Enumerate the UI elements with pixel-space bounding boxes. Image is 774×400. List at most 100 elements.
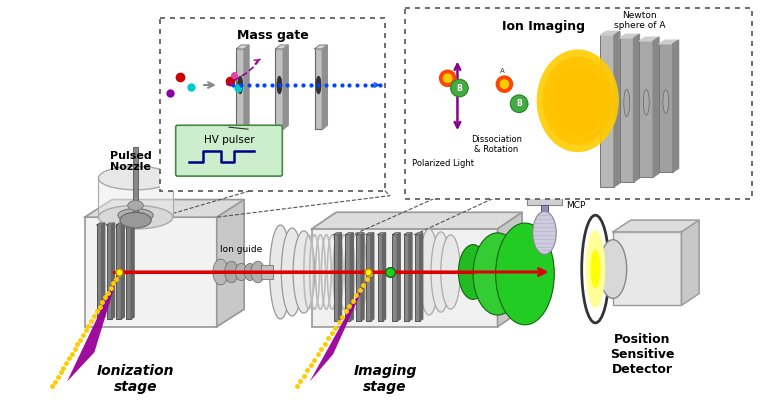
Ellipse shape [251,261,265,283]
FancyBboxPatch shape [405,8,752,199]
Polygon shape [97,223,104,225]
Ellipse shape [120,212,151,228]
Bar [356,235,361,321]
Bar [334,235,338,321]
Text: Mass gate: Mass gate [237,29,308,42]
Ellipse shape [570,91,586,110]
Polygon shape [634,34,639,182]
Ellipse shape [98,166,173,190]
Text: B: B [516,99,522,108]
Polygon shape [620,34,639,38]
Polygon shape [131,223,134,319]
Ellipse shape [582,215,609,323]
Bar [84,217,217,327]
Polygon shape [107,223,115,225]
Text: Position
Sensitive
Detector: Position Sensitive Detector [610,333,675,376]
Ellipse shape [550,66,605,135]
Ellipse shape [293,231,314,313]
Polygon shape [356,233,364,235]
Polygon shape [382,233,385,321]
Ellipse shape [439,70,457,87]
Bar [613,232,681,305]
Bar [415,235,420,321]
Polygon shape [673,40,679,172]
Bar [366,235,371,321]
Ellipse shape [591,250,601,289]
Polygon shape [392,233,400,235]
Polygon shape [312,212,522,229]
Polygon shape [378,233,385,235]
Text: HV pulser: HV pulser [204,135,255,145]
Ellipse shape [510,95,528,112]
Ellipse shape [643,90,649,115]
Ellipse shape [316,76,321,94]
Polygon shape [98,178,173,217]
Ellipse shape [495,223,554,325]
Ellipse shape [281,228,303,316]
Polygon shape [84,200,244,217]
Ellipse shape [277,76,282,94]
Polygon shape [366,233,374,235]
Bar [107,225,111,319]
Text: Polarized Light: Polarized Light [413,160,474,168]
Polygon shape [338,233,341,321]
Ellipse shape [213,259,228,285]
Bar [540,206,549,233]
Ellipse shape [450,79,468,97]
Ellipse shape [224,261,238,283]
Polygon shape [276,45,288,49]
Bar [312,229,498,327]
Ellipse shape [118,208,153,222]
Ellipse shape [458,245,488,299]
Polygon shape [122,223,125,319]
Text: A: A [500,68,505,74]
Bar [620,38,634,182]
Polygon shape [613,220,699,232]
Polygon shape [420,233,423,321]
Text: Ion guide: Ion guide [220,245,262,254]
Ellipse shape [624,89,629,116]
Bar [639,41,653,177]
Ellipse shape [599,240,627,298]
Ellipse shape [443,73,453,83]
Bar [276,49,283,129]
Bar [527,191,562,206]
Ellipse shape [128,200,143,210]
Bar [97,225,102,319]
Polygon shape [639,37,659,41]
Ellipse shape [441,235,461,309]
Polygon shape [67,272,119,382]
Bar [261,265,272,279]
Bar [132,147,139,220]
Polygon shape [126,223,134,225]
Text: Pulsed
Nozzle: Pulsed Nozzle [110,151,152,172]
Bar [236,49,244,129]
Bar [314,49,323,129]
Ellipse shape [269,225,291,319]
Polygon shape [314,45,327,49]
Bar [345,235,351,321]
Ellipse shape [420,229,439,315]
Polygon shape [397,233,400,321]
Polygon shape [361,233,364,321]
Ellipse shape [238,76,243,94]
Polygon shape [111,223,115,319]
Bar [392,235,397,321]
Ellipse shape [533,211,557,254]
Bar [601,35,614,187]
Ellipse shape [527,186,562,196]
Text: Imaging
stage: Imaging stage [354,364,416,394]
Ellipse shape [499,79,509,89]
Polygon shape [653,37,659,177]
Text: Movable
MCP: Movable MCP [566,191,604,210]
Bar [404,235,409,321]
Ellipse shape [431,232,450,312]
Polygon shape [409,233,412,321]
Polygon shape [217,200,244,327]
Bar [659,44,673,172]
Bar [378,235,382,321]
Bar [126,225,131,319]
Bar [116,225,122,319]
Polygon shape [345,233,353,235]
Polygon shape [102,223,104,319]
